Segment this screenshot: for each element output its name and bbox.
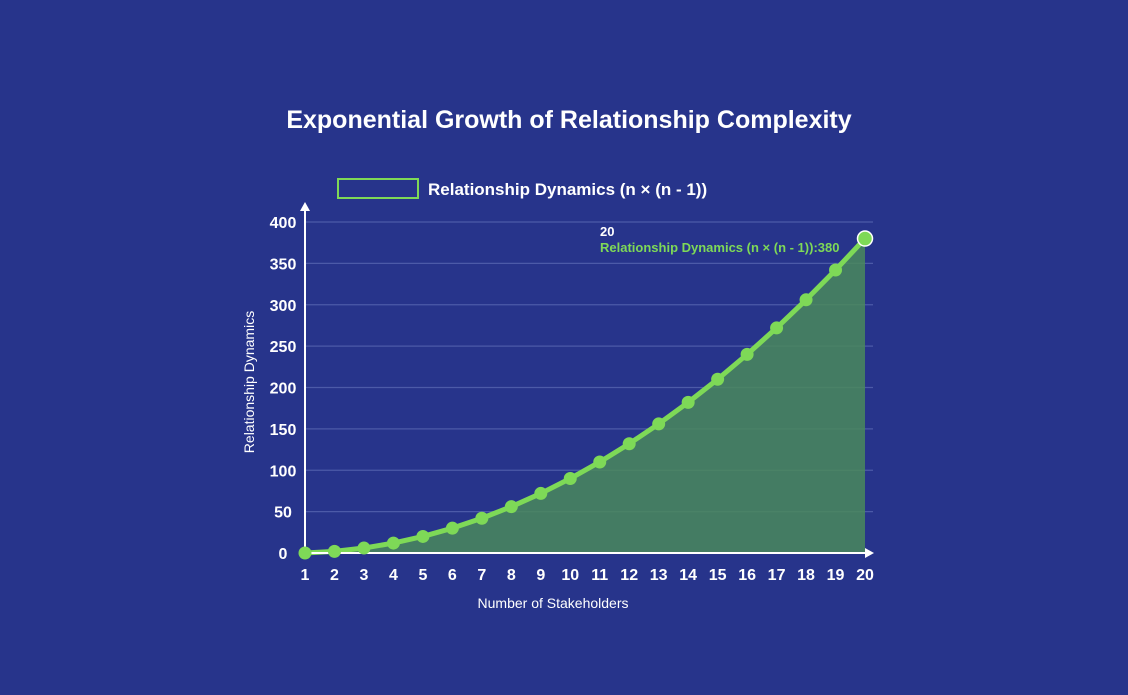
x-tick-label: 16 xyxy=(738,567,756,584)
y-tick-label: 300 xyxy=(270,298,297,315)
x-tick-label: 9 xyxy=(536,567,545,584)
data-point xyxy=(652,417,666,431)
data-point xyxy=(856,230,874,247)
data-point xyxy=(711,372,725,386)
x-tick-label: 6 xyxy=(448,567,457,584)
data-point xyxy=(829,263,843,277)
x-tick-label: 10 xyxy=(561,567,579,584)
y-tick-label: 100 xyxy=(270,463,297,480)
axes xyxy=(300,202,874,558)
y-tick-label: 350 xyxy=(270,256,297,273)
data-points xyxy=(298,230,874,560)
data-point xyxy=(327,544,341,558)
x-tick-label: 12 xyxy=(620,567,638,584)
tooltip-x-label: 20 xyxy=(600,224,614,239)
tooltip: 20 Relationship Dynamics (n × (n - 1)):3… xyxy=(600,224,839,255)
x-tick-label: 1 xyxy=(301,567,310,584)
data-point xyxy=(298,546,312,560)
data-point xyxy=(386,536,400,550)
data-point xyxy=(622,437,636,451)
data-point xyxy=(416,529,430,543)
data-point xyxy=(740,347,754,361)
data-point xyxy=(681,395,695,409)
x-tick-label: 3 xyxy=(359,567,368,584)
data-point xyxy=(770,321,784,335)
y-tick-labels: 0 50 100 150 200 250 300 350 400 xyxy=(270,215,297,563)
y-tick-label: 0 xyxy=(279,546,288,563)
gridlines xyxy=(305,221,873,513)
x-tick-label: 20 xyxy=(856,567,874,584)
y-tick-label: 50 xyxy=(274,505,292,522)
tooltip-value-label: Relationship Dynamics (n × (n - 1)):380 xyxy=(600,240,839,255)
y-tick-label: 400 xyxy=(270,215,297,232)
y-axis-arrow xyxy=(300,202,310,211)
y-tick-label: 150 xyxy=(270,422,297,439)
x-axis-arrow xyxy=(865,548,874,558)
x-tick-label: 15 xyxy=(709,567,727,584)
x-tick-label: 5 xyxy=(418,567,427,584)
data-point xyxy=(534,486,548,500)
x-tick-label: 14 xyxy=(679,567,697,584)
data-point xyxy=(593,455,607,469)
x-tick-labels: 1 2 3 4 5 6 7 8 9 10 11 12 13 14 15 16 17 18 19 20 xyxy=(301,567,874,584)
x-tick-label: 11 xyxy=(591,567,608,584)
x-tick-label: 2 xyxy=(330,567,339,584)
data-point xyxy=(357,541,371,555)
x-tick-label: 18 xyxy=(797,567,815,584)
data-point xyxy=(504,500,518,514)
legend-swatch xyxy=(337,178,419,199)
x-axis-label: Number of Stakeholders xyxy=(478,595,629,611)
data-point xyxy=(799,293,813,307)
data-point xyxy=(563,472,577,486)
y-axis-label: Relationship Dynamics xyxy=(241,311,257,453)
legend[interactable]: Relationship Dynamics (n × (n - 1)) xyxy=(337,178,707,199)
x-tick-label: 17 xyxy=(768,567,786,584)
y-tick-label: 250 xyxy=(270,339,297,356)
legend-label: Relationship Dynamics (n × (n - 1)) xyxy=(428,180,707,199)
data-point xyxy=(475,511,489,525)
data-point xyxy=(445,521,459,535)
x-tick-label: 8 xyxy=(507,567,516,584)
x-tick-label: 13 xyxy=(650,567,668,584)
x-tick-label: 7 xyxy=(477,567,486,584)
y-tick-label: 200 xyxy=(270,381,297,398)
x-tick-label: 19 xyxy=(827,567,845,584)
area-fill xyxy=(305,238,865,554)
x-tick-label: 4 xyxy=(389,567,398,584)
chart-title: Exponential Growth of Relationship Compl… xyxy=(286,106,851,134)
series-area xyxy=(304,236,867,556)
